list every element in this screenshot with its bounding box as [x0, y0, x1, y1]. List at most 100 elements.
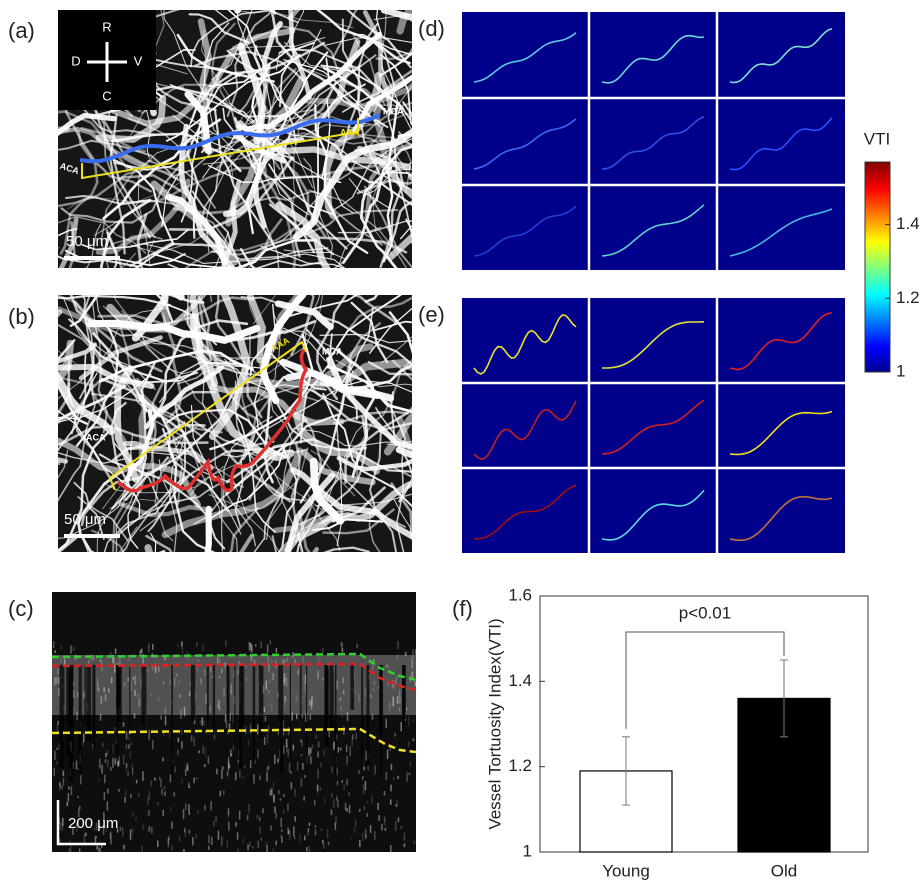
speckle	[225, 715, 227, 723]
speckle	[178, 738, 180, 743]
speckle	[198, 751, 200, 754]
speckle	[83, 734, 85, 743]
speckle	[273, 795, 275, 803]
speckle	[384, 791, 386, 796]
speckle	[112, 744, 114, 753]
speckle	[216, 769, 218, 775]
speckle	[181, 729, 183, 735]
speckle	[351, 738, 353, 746]
scale-label: 200 μm	[68, 815, 118, 832]
speckle	[374, 765, 376, 775]
speckle	[310, 757, 312, 764]
speckle	[239, 811, 241, 820]
speckle	[414, 841, 416, 844]
speckle	[291, 782, 293, 789]
speckle	[131, 742, 133, 745]
speckle	[385, 828, 387, 831]
speckle	[215, 816, 217, 822]
speckle	[79, 848, 81, 858]
speckle	[317, 751, 319, 757]
speckle	[107, 789, 109, 794]
speckle	[57, 721, 59, 725]
speckle	[225, 640, 227, 646]
speckle	[62, 824, 64, 831]
speckle	[377, 803, 379, 810]
shadow	[79, 665, 82, 773]
speckle	[390, 845, 392, 853]
speckle	[398, 817, 400, 822]
speckle	[181, 741, 183, 748]
speckle	[355, 820, 357, 827]
speckle	[104, 775, 106, 784]
speckle	[287, 804, 289, 812]
speckle	[105, 759, 107, 763]
speckle	[404, 843, 406, 847]
speckle	[408, 717, 410, 727]
speckle	[211, 837, 213, 845]
speckle	[228, 821, 230, 830]
speckle	[174, 767, 176, 773]
speckle	[395, 733, 397, 737]
speckle	[63, 771, 65, 777]
speckle	[174, 792, 176, 796]
speckle	[401, 826, 403, 828]
vessel	[12, 362, 65, 450]
speckle	[266, 845, 268, 854]
orientation-label: R	[102, 19, 111, 34]
speckle	[257, 750, 259, 758]
speckle	[288, 831, 290, 835]
speckle	[221, 770, 223, 780]
speckle	[416, 654, 418, 664]
speckle	[260, 837, 262, 841]
speckle	[157, 802, 159, 805]
speckle	[304, 836, 306, 841]
scale-label: 50 μm	[66, 233, 108, 250]
speckle	[363, 767, 365, 771]
speckle	[183, 849, 185, 853]
speckle	[252, 846, 254, 848]
shadow	[367, 665, 370, 766]
speckle	[410, 762, 412, 767]
panel-label: (b)	[8, 304, 35, 329]
speckle	[381, 824, 383, 831]
speckle	[54, 751, 56, 760]
speckle	[370, 825, 372, 833]
speckle	[218, 831, 220, 840]
speckle	[395, 804, 397, 807]
shadow	[361, 665, 363, 767]
speckle	[164, 786, 166, 789]
speckle	[378, 815, 380, 821]
speckle	[297, 762, 299, 771]
speckle	[56, 762, 58, 765]
speckle	[261, 642, 263, 649]
speckle	[277, 759, 279, 763]
y-tick-label: 1.6	[508, 585, 532, 604]
speckle	[304, 775, 306, 778]
speckle	[95, 836, 97, 838]
speckle	[204, 764, 206, 767]
speckle	[270, 826, 272, 831]
panel-label: (d)	[418, 16, 445, 41]
speckle	[193, 778, 195, 784]
speckle	[348, 792, 350, 796]
speckle	[248, 804, 250, 813]
panel-label: (e)	[418, 302, 445, 327]
speckle	[340, 642, 342, 646]
shadow	[227, 665, 230, 720]
speckle	[260, 827, 262, 834]
speckle	[337, 781, 339, 786]
speckle	[401, 722, 403, 731]
speckle	[105, 753, 107, 757]
speckle	[125, 790, 127, 796]
speckle	[104, 792, 106, 800]
speckle	[151, 827, 153, 833]
speckle	[255, 644, 257, 647]
speckle	[415, 649, 417, 655]
speckle	[59, 782, 61, 787]
shadow	[207, 665, 209, 721]
speckle	[61, 645, 63, 650]
speckle	[84, 834, 86, 843]
speckle	[362, 832, 364, 841]
speckle	[256, 815, 258, 819]
speckle	[372, 714, 374, 720]
